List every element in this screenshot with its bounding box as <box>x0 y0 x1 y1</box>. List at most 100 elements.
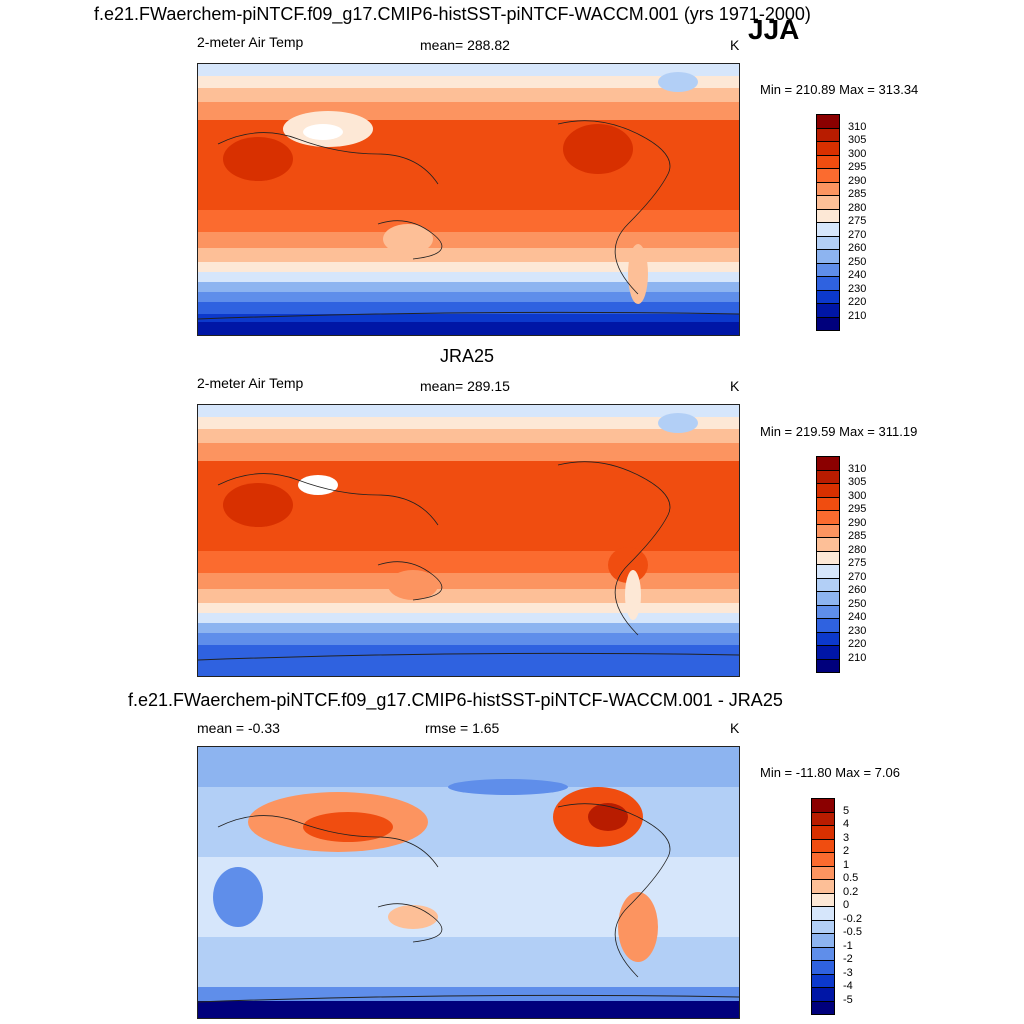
colorbar-swatch <box>816 262 840 277</box>
colorbar-swatch <box>811 919 835 934</box>
colorbar-tick-label: 230 <box>848 624 867 637</box>
colorbar-tick-label: 280 <box>848 201 867 214</box>
colorbar-tick-label: -0.2 <box>843 912 862 925</box>
colorbar-tick-label: 280 <box>848 543 867 556</box>
colorbar-swatch <box>816 316 840 331</box>
colorbar-swatch <box>811 906 835 921</box>
colorbar-tick-label: 220 <box>848 296 867 308</box>
colorbar-swatch <box>811 987 835 1002</box>
model-temperature-field <box>198 64 739 335</box>
panel-model-title: f.e21.FWaerchem-piNTCF.f09_g17.CMIP6-his… <box>94 4 811 24</box>
panel-model-variable-label: 2-meter Air Temp <box>197 34 304 50</box>
colorbar-tick-label: 285 <box>848 530 867 542</box>
colorbar-swatch <box>811 811 835 826</box>
colorbar-tick-label: 0.5 <box>843 872 859 884</box>
colorbar-tick-label: 5 <box>843 804 850 817</box>
colorbar-tick-label: 275 <box>848 557 867 569</box>
panel-diff-rmse-label: rmse = 1.65 <box>425 720 500 736</box>
colorbar-swatch <box>816 181 840 196</box>
colorbar-tick-label: 260 <box>848 242 867 254</box>
colorbar-tick-label: 240 <box>848 269 867 281</box>
panel-diff-colorbar: 5 4 3 2 1 0.5 0.2 0 -0.2 -0.5 -1 -2 -3 -4 -5 <box>811 798 891 1015</box>
colorbar-tick-label: -5 <box>843 993 853 1006</box>
panel-diff-units: K <box>730 720 740 736</box>
colorbar-swatch <box>816 618 840 633</box>
colorbar-tick-label: 210 <box>848 651 867 664</box>
colorbar-swatch <box>811 973 835 988</box>
colorbar-tick-label: 4 <box>843 818 850 830</box>
panel-obs-minmax: Min = 219.59 Max = 311.19 <box>760 424 918 439</box>
panel-diff-minmax: Min = -11.80 Max = 7.06 <box>760 765 900 780</box>
season-label: JJA <box>748 14 800 45</box>
colorbar-tick-label: 305 <box>848 476 867 488</box>
colorbar-swatch <box>816 564 840 579</box>
colorbar-swatch <box>811 960 835 975</box>
colorbar-swatch <box>816 631 840 646</box>
colorbar-swatch <box>811 892 835 907</box>
panel-model-units: K <box>730 37 740 53</box>
panel-model-colorbar: 310 305 300 295 290 285 280 275 270 260 250 240 230 2… <box>816 114 896 331</box>
colorbar-swatch <box>816 249 840 264</box>
panel-obs-mean-label: mean= 289.15 <box>420 378 510 394</box>
colorbar-swatch <box>811 825 835 840</box>
panel-diff-title: f.e21.FWaerchem-piNTCF.f09_g17.CMIP6-his… <box>128 690 783 710</box>
panel-model-map <box>197 63 740 336</box>
colorbar-tick-label: 2 <box>843 845 850 857</box>
colorbar-swatch <box>816 510 840 525</box>
colorbar-tick-label: -4 <box>843 980 853 992</box>
colorbar-swatch <box>816 469 840 484</box>
panel-obs-colorbar: 310 305 300 295 290 285 280 275 270 260 250 240 230 2… <box>816 456 896 673</box>
colorbar-tick-label: 275 <box>848 215 867 227</box>
colorbar-tick-label: 310 <box>848 120 867 133</box>
colorbar-swatch <box>816 303 840 318</box>
panel-obs-title: JRA25 <box>440 346 495 366</box>
colorbar-swatch <box>816 114 840 129</box>
colorbar-swatch <box>816 658 840 673</box>
colorbar-tick-label: 310 <box>848 462 867 475</box>
colorbar-swatch <box>816 289 840 304</box>
colorbar-swatch <box>816 168 840 183</box>
colorbar-swatch <box>816 604 840 619</box>
panel-obs-units: K <box>730 378 740 394</box>
colorbar-tick-label: 300 <box>848 489 867 502</box>
colorbar-swatch <box>816 456 840 471</box>
colorbar-tick-label: 270 <box>848 570 867 583</box>
colorbar-swatch <box>816 276 840 291</box>
panel-diff-mean-label: mean = -0.33 <box>197 720 280 736</box>
colorbar-swatch <box>816 141 840 156</box>
obs-temperature-field <box>198 405 739 676</box>
colorbar-swatch <box>816 496 840 511</box>
colorbar-swatch <box>816 154 840 169</box>
colorbar-tick-label: 230 <box>848 282 867 295</box>
colorbar-tick-label: 0 <box>843 899 850 911</box>
diff-temperature-field <box>198 747 739 1018</box>
colorbar-tick-label: -3 <box>843 966 853 979</box>
colorbar-swatch <box>811 879 835 894</box>
colorbar-tick-label: 260 <box>848 584 867 596</box>
colorbar-tick-label: 220 <box>848 638 867 650</box>
colorbar-swatch <box>816 127 840 142</box>
colorbar-swatch <box>816 645 840 660</box>
colorbar-tick-label: 250 <box>848 597 867 610</box>
panel-obs-map <box>197 404 740 677</box>
colorbar-tick-label: 300 <box>848 147 867 160</box>
colorbar-swatch <box>811 1000 835 1015</box>
colorbar-swatch <box>811 852 835 867</box>
colorbar-swatch <box>816 577 840 592</box>
colorbar-tick-label: 295 <box>848 161 867 173</box>
colorbar-tick-label: 285 <box>848 188 867 200</box>
colorbar-swatch <box>816 483 840 498</box>
colorbar-tick-label: 295 <box>848 503 867 515</box>
colorbar-swatch <box>816 550 840 565</box>
colorbar-swatch <box>816 195 840 210</box>
colorbar-tick-label: 270 <box>848 228 867 241</box>
colorbar-swatch <box>811 946 835 961</box>
colorbar-tick-label: -2 <box>843 953 853 965</box>
colorbar-tick-label: 3 <box>843 831 850 844</box>
colorbar-tick-label: 290 <box>848 516 867 529</box>
panel-model-mean-label: mean= 288.82 <box>420 37 510 53</box>
colorbar-swatch <box>811 798 835 813</box>
colorbar-tick-label: 210 <box>848 309 867 322</box>
colorbar-swatch <box>816 235 840 250</box>
colorbar-tick-label: 0.2 <box>843 885 859 898</box>
